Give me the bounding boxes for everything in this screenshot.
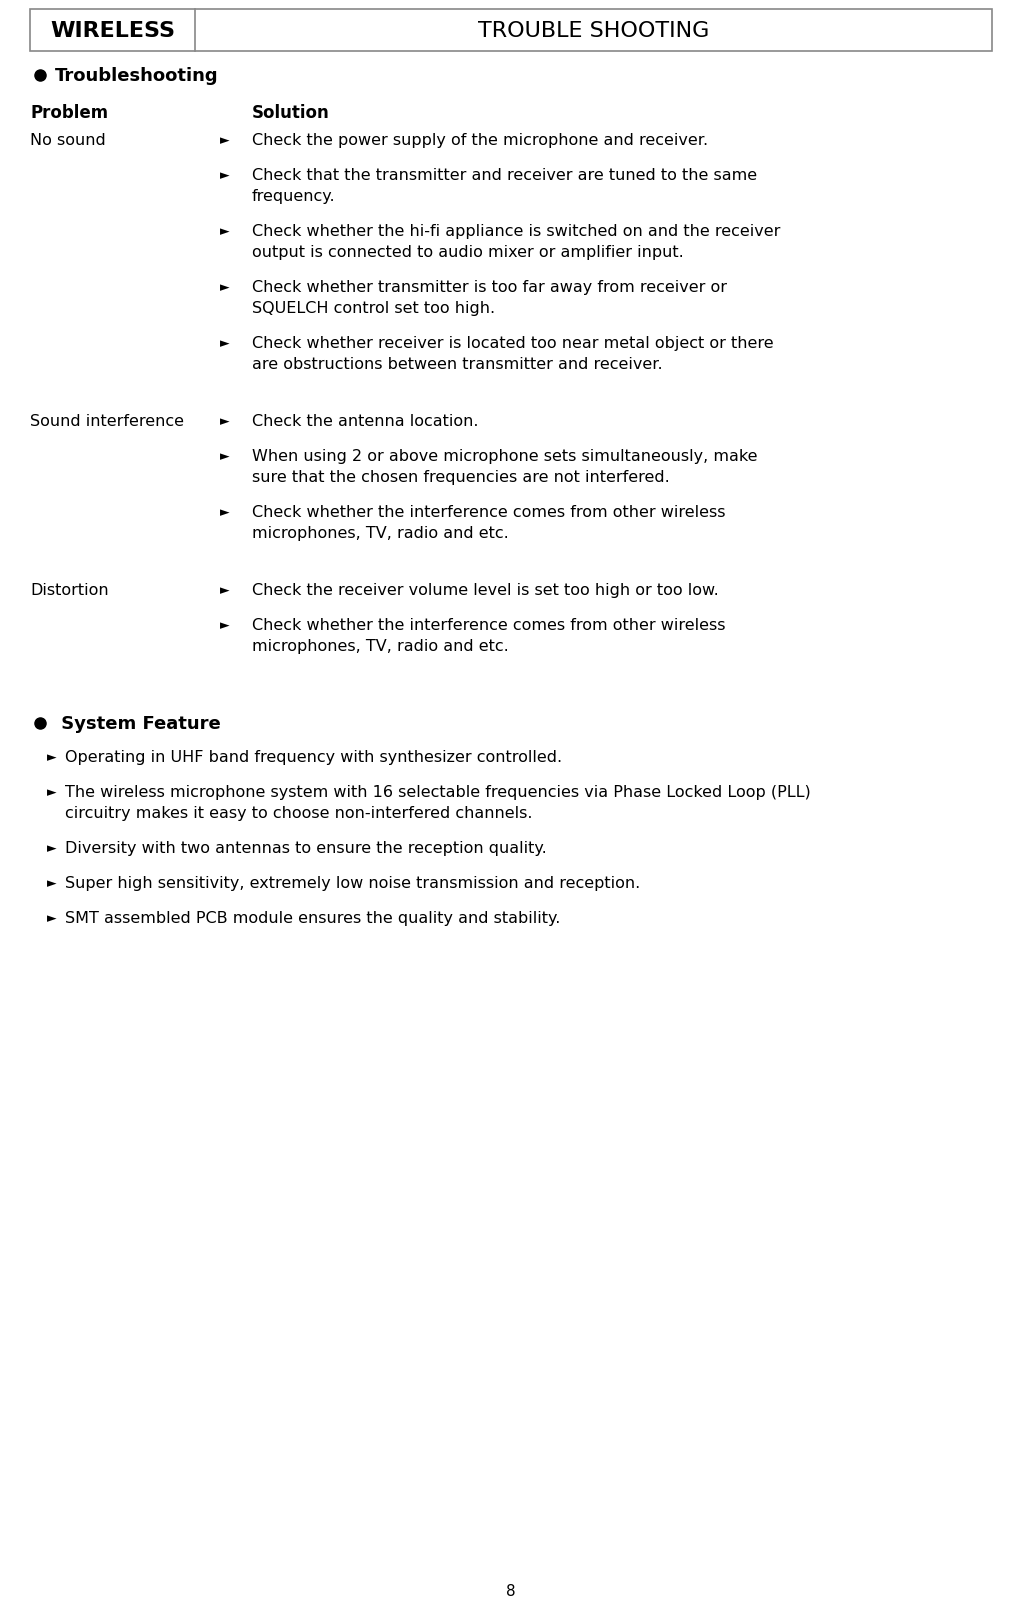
Text: ►: ► — [220, 619, 230, 632]
Text: circuitry makes it easy to choose non-interfered channels.: circuitry makes it easy to choose non-in… — [65, 805, 532, 821]
Text: System Feature: System Feature — [55, 715, 221, 733]
Text: ►: ► — [220, 506, 230, 519]
Text: Check whether the hi-fi appliance is switched on and the receiver: Check whether the hi-fi appliance is swi… — [252, 223, 781, 239]
Text: ►: ► — [220, 281, 230, 294]
Text: Check the power supply of the microphone and receiver.: Check the power supply of the microphone… — [252, 133, 708, 148]
Text: microphones, TV, radio and etc.: microphones, TV, radio and etc. — [252, 525, 509, 540]
Text: ►: ► — [220, 133, 230, 146]
Text: are obstructions between transmitter and receiver.: are obstructions between transmitter and… — [252, 357, 662, 371]
Text: SQUELCH control set too high.: SQUELCH control set too high. — [252, 301, 495, 317]
Text: Super high sensitivity, extremely low noise transmission and reception.: Super high sensitivity, extremely low no… — [65, 876, 640, 890]
Text: Check that the transmitter and receiver are tuned to the same: Check that the transmitter and receiver … — [252, 167, 757, 183]
Text: Check the antenna location.: Check the antenna location. — [252, 413, 478, 429]
Text: microphones, TV, radio and etc.: microphones, TV, radio and etc. — [252, 638, 509, 654]
Text: Check the receiver volume level is set too high or too low.: Check the receiver volume level is set t… — [252, 583, 718, 598]
Text: ►: ► — [47, 786, 57, 799]
Text: SMT assembled PCB module ensures the quality and stability.: SMT assembled PCB module ensures the qua… — [65, 911, 560, 926]
Text: Check whether transmitter is too far away from receiver or: Check whether transmitter is too far awa… — [252, 280, 727, 294]
Text: ►: ► — [47, 750, 57, 763]
Text: The wireless microphone system with 16 selectable frequencies via Phase Locked L: The wireless microphone system with 16 s… — [65, 784, 810, 800]
Text: ►: ► — [47, 842, 57, 855]
Text: ►: ► — [220, 337, 230, 350]
Text: Operating in UHF band frequency with synthesizer controlled.: Operating in UHF band frequency with syn… — [65, 749, 562, 765]
Text: Problem: Problem — [30, 104, 108, 122]
Text: ►: ► — [220, 415, 230, 427]
Bar — [30, 10, 992, 51]
Text: Sound interference: Sound interference — [30, 413, 184, 429]
Text: ►: ► — [47, 876, 57, 889]
Text: No sound: No sound — [30, 133, 105, 148]
Text: output is connected to audio mixer or amplifier input.: output is connected to audio mixer or am… — [252, 244, 684, 260]
Text: ►: ► — [220, 225, 230, 238]
Text: ►: ► — [220, 583, 230, 596]
Text: Solution: Solution — [252, 104, 330, 122]
Text: ►: ► — [220, 169, 230, 182]
Text: ►: ► — [47, 911, 57, 924]
Text: sure that the chosen frequencies are not interfered.: sure that the chosen frequencies are not… — [252, 469, 669, 485]
Text: Check whether the interference comes from other wireless: Check whether the interference comes fro… — [252, 617, 726, 633]
Text: Distortion: Distortion — [30, 583, 108, 598]
Text: When using 2 or above microphone sets simultaneously, make: When using 2 or above microphone sets si… — [252, 448, 757, 464]
Text: Check whether receiver is located too near metal object or there: Check whether receiver is located too ne… — [252, 336, 774, 350]
Text: WIRELESS: WIRELESS — [50, 21, 175, 40]
Text: 8: 8 — [506, 1583, 516, 1599]
Text: TROUBLE SHOOTING: TROUBLE SHOOTING — [478, 21, 709, 40]
Text: Troubleshooting: Troubleshooting — [55, 67, 219, 85]
Text: Diversity with two antennas to ensure the reception quality.: Diversity with two antennas to ensure th… — [65, 840, 547, 855]
Text: Check whether the interference comes from other wireless: Check whether the interference comes fro… — [252, 505, 726, 519]
Text: frequency.: frequency. — [252, 190, 335, 204]
Text: ►: ► — [220, 450, 230, 463]
